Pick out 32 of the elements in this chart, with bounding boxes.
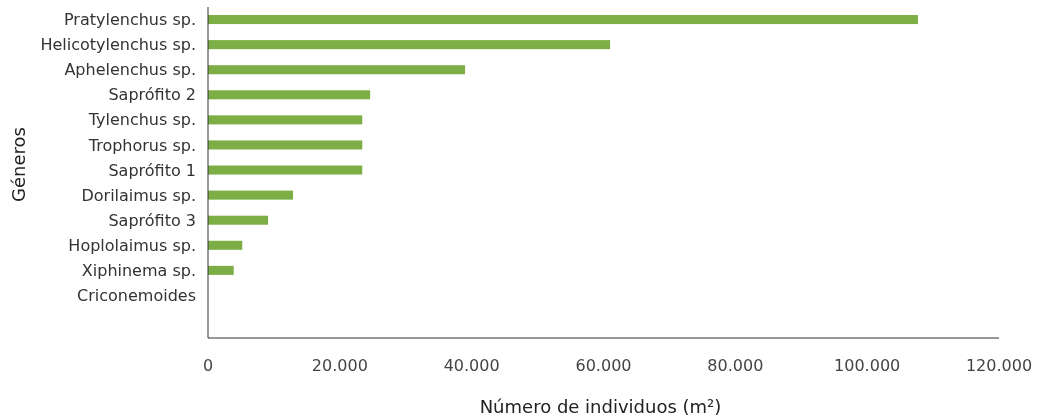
y-tick-label: Hoplolaimus sp. [68,235,196,255]
bar [208,15,918,25]
y-tick-label: Helicotylenchus sp. [40,35,196,55]
bar [208,190,294,200]
x-tick-label: 100.000 [834,356,901,375]
bar [208,165,363,175]
y-tick-label: Saprófito 2 [108,85,196,105]
y-tick-label: Trophorus sp. [87,135,196,155]
bar [208,115,363,125]
x-tick-label: 60.000 [575,356,632,375]
x-tick-label: 40.000 [443,356,500,375]
y-tick-label: Tylenchus sp. [87,110,196,130]
x-tick-label: 120.000 [965,356,1033,375]
y-tick-label: Aphelenchus sp. [64,60,196,80]
bar [208,265,234,275]
y-tick-label: Xiphinema sp. [81,260,196,280]
x-tick-label: 20.000 [311,356,368,375]
x-axis-title: Número de individuos (m²) [479,396,722,417]
bar [208,40,611,50]
bar [208,140,363,150]
bar [208,90,371,100]
x-tick-label: 0 [202,356,214,375]
bar [208,240,243,250]
y-tick-label: Pratylenchus sp. [64,10,196,30]
y-axis-title: Géneros [8,127,29,202]
y-tick-label: Saprófito 3 [108,210,196,230]
y-tick-label: Dorilaimus sp. [81,185,196,205]
bar [208,65,466,75]
x-tick-label: 80.000 [707,356,764,375]
y-tick-label: Criconemoides [77,286,196,306]
y-tick-label: Saprófito 1 [108,160,196,180]
bar [208,215,268,225]
